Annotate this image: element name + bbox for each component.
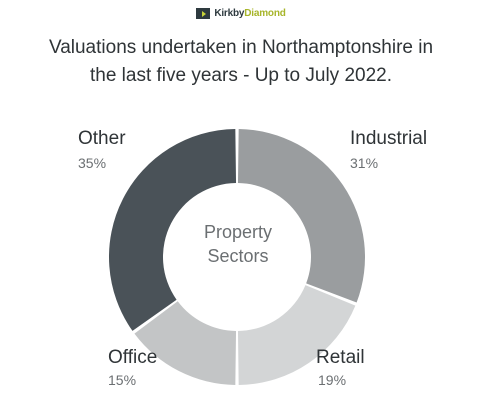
chart-title-line-2: the last five years - Up to July 2022. — [89, 65, 393, 86]
slice-label-other: Other — [78, 128, 126, 149]
slice-value-retail: 19% — [318, 372, 347, 388]
slice-value-other: 35% — [78, 155, 107, 171]
chart-title-line-1: Valuations undertaken in Northamptonshir… — [48, 37, 434, 58]
slice-label-industrial: Industrial — [350, 128, 428, 149]
slice-label-office: Office — [108, 347, 158, 368]
slice-label-retail: Retail — [316, 347, 365, 368]
slice-value-industrial: 31% — [350, 155, 379, 171]
chart-title: Valuations undertaken in Northamptonshir… — [20, 34, 462, 90]
brand-logo: KirkbyDiamond — [0, 8, 482, 19]
logo-wordmark: KirkbyDiamond — [214, 8, 286, 19]
donut-slice-office — [134, 301, 237, 385]
donut-slice-retail — [237, 285, 356, 385]
logo-icon — [196, 8, 211, 19]
donut-slice-industrial — [237, 129, 366, 303]
center-label-line-1: Property — [204, 222, 272, 242]
slice-value-office: 15% — [108, 372, 137, 388]
donut-slice-other — [109, 129, 237, 331]
center-label-line-2: Sectors — [207, 246, 268, 266]
donut-slices — [109, 129, 366, 385]
